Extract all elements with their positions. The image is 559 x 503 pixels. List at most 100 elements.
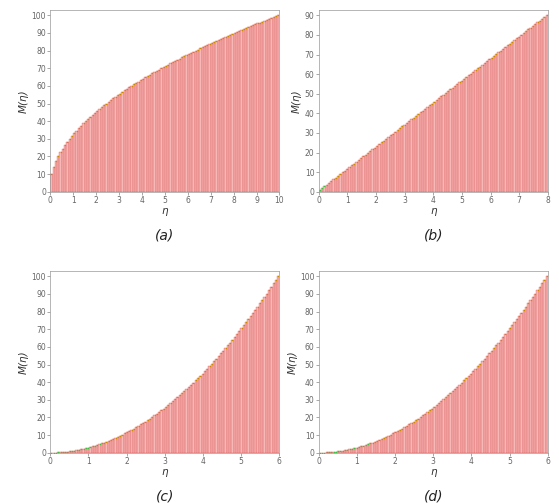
Bar [392, 133, 394, 192]
X-axis label: η: η [162, 467, 168, 477]
Bar [465, 77, 468, 192]
Bar [333, 180, 335, 192]
Bar [371, 149, 374, 192]
Bar [470, 374, 472, 453]
Bar [529, 28, 532, 192]
Bar [181, 393, 183, 453]
Bar [67, 452, 69, 453]
Bar [475, 369, 477, 453]
Bar [438, 403, 440, 453]
Bar [461, 80, 463, 192]
Bar [477, 68, 479, 192]
Bar [188, 387, 190, 453]
Bar [362, 156, 364, 192]
Text: (a): (a) [155, 228, 174, 242]
Bar [261, 22, 263, 192]
Text: (d): (d) [424, 489, 443, 503]
Bar [509, 328, 511, 453]
Bar [498, 343, 500, 453]
Bar [266, 294, 268, 453]
Bar [445, 93, 447, 192]
Bar [404, 427, 406, 453]
Bar [511, 325, 514, 453]
Bar [247, 319, 250, 453]
Bar [220, 39, 222, 192]
Bar [146, 420, 149, 453]
Bar [78, 450, 80, 453]
Bar [160, 410, 163, 453]
Bar [224, 37, 227, 192]
Bar [330, 181, 333, 192]
Bar [484, 63, 486, 192]
Bar [532, 297, 534, 453]
Bar [348, 167, 351, 192]
Bar [463, 380, 465, 453]
Y-axis label: M(η): M(η) [19, 350, 29, 374]
Text: (b): (b) [424, 228, 443, 242]
Bar [252, 25, 254, 192]
Bar [107, 441, 110, 453]
Bar [215, 41, 217, 192]
Bar [502, 49, 504, 192]
Bar [472, 371, 475, 453]
Bar [178, 58, 181, 192]
Bar [360, 446, 362, 453]
Bar [351, 165, 353, 192]
Bar [506, 45, 509, 192]
Bar [401, 126, 404, 192]
Bar [268, 19, 270, 192]
Bar [215, 359, 217, 453]
Bar [410, 423, 413, 453]
Bar [440, 401, 442, 453]
Bar [488, 59, 491, 192]
Bar [337, 176, 339, 192]
Bar [87, 448, 89, 453]
Bar [390, 435, 392, 453]
Bar [523, 310, 525, 453]
Bar [339, 451, 342, 453]
Bar [534, 24, 537, 192]
Bar [217, 40, 220, 192]
Bar [481, 361, 484, 453]
Bar [50, 174, 53, 192]
X-axis label: η: η [430, 206, 437, 216]
Bar [158, 69, 160, 192]
Bar [163, 67, 165, 192]
Bar [435, 100, 438, 192]
Bar [500, 51, 502, 192]
Bar [115, 97, 117, 192]
Bar [356, 448, 358, 453]
Bar [516, 38, 518, 192]
Bar [433, 407, 435, 453]
Bar [121, 92, 124, 192]
Bar [188, 54, 190, 192]
Bar [392, 434, 394, 453]
Bar [373, 442, 376, 453]
Bar [266, 20, 268, 192]
Bar [536, 23, 539, 192]
Bar [470, 73, 472, 192]
Bar [378, 144, 381, 192]
Bar [438, 98, 440, 192]
Bar [158, 412, 160, 453]
Bar [64, 145, 67, 192]
Bar [250, 26, 252, 192]
Bar [520, 313, 523, 453]
Bar [518, 316, 520, 453]
Bar [458, 385, 461, 453]
Bar [181, 57, 183, 192]
Bar [498, 52, 500, 192]
Bar [105, 104, 107, 192]
Bar [367, 153, 369, 192]
Bar [541, 19, 543, 192]
Bar [92, 446, 94, 453]
Bar [273, 17, 275, 192]
Bar [502, 337, 504, 453]
Bar [527, 303, 529, 453]
Bar [176, 60, 179, 192]
Bar [333, 452, 335, 453]
Bar [138, 426, 140, 453]
Bar [328, 183, 330, 192]
Bar [124, 91, 126, 192]
Bar [335, 452, 337, 453]
